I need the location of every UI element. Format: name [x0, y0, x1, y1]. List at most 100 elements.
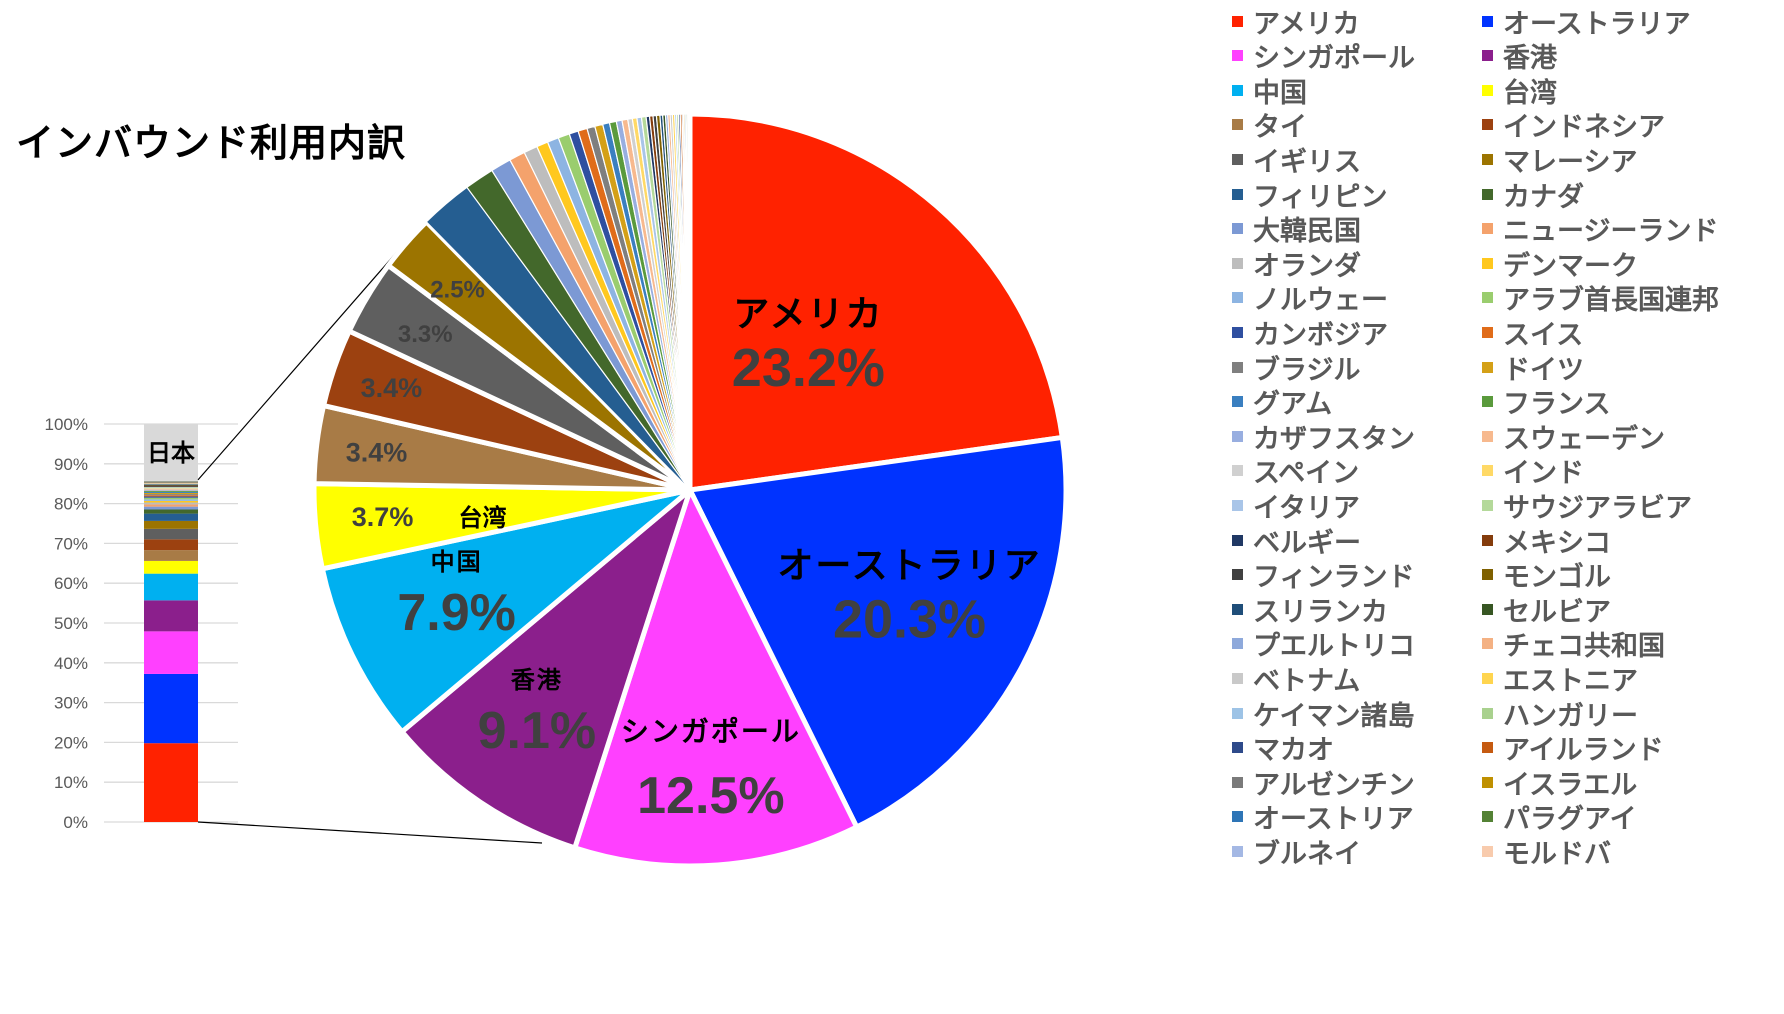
pie-value-label-item-6: 3.7% [352, 502, 414, 532]
legend-swatch [1232, 742, 1243, 754]
legend-label: アルゼンチン [1253, 769, 1415, 801]
bar-segment-item-3 [144, 631, 198, 674]
legend-label: 大韓民国 [1253, 216, 1361, 248]
legend-item: ベトナム [1232, 659, 1360, 697]
legend-swatch [1482, 811, 1493, 823]
y-tick-label: 40% [54, 654, 88, 673]
legend-swatch [1482, 776, 1493, 788]
legend-label: イギリス [1253, 146, 1361, 178]
legend-swatch [1232, 223, 1243, 235]
legend-item: ケイマン諸島 [1232, 694, 1414, 732]
legend-label: スリランカ [1253, 596, 1388, 628]
legend-swatch [1482, 15, 1493, 27]
legend-swatch [1232, 672, 1243, 684]
pie-name-label-item-4: 香港 [511, 666, 563, 694]
legend-label: ブラジル [1253, 354, 1361, 386]
legend-swatch [1482, 396, 1493, 408]
bar-segment-other-18 [144, 491, 198, 493]
stacked-bar-chart: 0% 10% 20% 30% 40% 50% 60% 70% 80% 90% 100% 日本 [45, 415, 238, 832]
legend-item: アメリカ [1232, 2, 1360, 40]
legend-swatch [1232, 396, 1243, 408]
bar-segment-other-6 [144, 509, 198, 514]
bar-segment-item-4 [144, 600, 198, 632]
pie-name-label-item-5: 中国 [431, 548, 483, 576]
legend-item: 大韓民国 [1232, 210, 1361, 248]
legend-label: スペイン [1253, 458, 1360, 490]
legend-label: アイルランド [1503, 735, 1664, 767]
legend-label: エストニア [1503, 665, 1638, 697]
legend-label: インド [1503, 458, 1584, 490]
legend-label: 香港 [1503, 43, 1557, 75]
legend-swatch [1232, 465, 1243, 477]
bar-segment-other-11 [144, 499, 198, 501]
legend-swatch [1482, 257, 1493, 269]
legend-label: フランス [1503, 389, 1611, 421]
legend-swatch [1232, 50, 1243, 62]
legend-label: セルビア [1503, 596, 1611, 628]
legend-item: ブルネイ [1232, 832, 1361, 870]
legend-item: インド [1482, 452, 1584, 490]
bar-segment-other-14 [144, 495, 198, 497]
legend-item: オーストリア [1232, 798, 1414, 836]
pie-name-label-item-2: オーストラリア [777, 545, 1041, 586]
legend-label: タイ [1253, 112, 1307, 144]
legend-label: アメリカ [1253, 8, 1360, 40]
legend-swatch [1232, 811, 1243, 823]
legend-swatch [1232, 845, 1243, 857]
legend-label: デンマーク [1503, 250, 1638, 282]
legend-item: スペイン [1232, 452, 1359, 490]
legend-item: ニュージーランド [1482, 210, 1718, 248]
legend-item: チェコ共和国 [1482, 625, 1665, 663]
y-tick-label: 50% [54, 614, 88, 633]
chart-title: インバウンド利用内訳 [16, 121, 407, 165]
bar-segment-other-2 [144, 539, 198, 551]
legend-label: マカオ [1253, 735, 1334, 767]
bar-segment-other-16 [144, 492, 198, 495]
legend-label: ドイツ [1503, 354, 1584, 386]
legend-item: タイ [1232, 106, 1307, 144]
legend-swatch [1232, 430, 1243, 442]
pie-value-label-item-4: 9.1% [478, 702, 597, 760]
legend-swatch [1482, 430, 1493, 442]
legend-item: フィンランド [1232, 556, 1414, 594]
pie-slice-item-50 [688, 113, 691, 491]
legend-swatch [1482, 569, 1493, 581]
legend-item: ベルギー [1232, 521, 1361, 559]
bar-segment-other-13 [144, 496, 198, 498]
legend-item: ドイツ [1482, 348, 1584, 386]
legend-swatch [1482, 119, 1493, 131]
legend-swatch [1232, 326, 1243, 338]
bar-segment-other-21 [144, 488, 198, 490]
legend-swatch [1232, 84, 1243, 96]
bar-segment-other-23 [144, 487, 198, 489]
legend-item: カナダ [1482, 175, 1584, 213]
legend-swatch [1232, 776, 1243, 788]
legend-swatch [1482, 292, 1493, 304]
connector-line-top [197, 236, 411, 481]
legend-label: サウジアラビア [1503, 492, 1692, 524]
legend-swatch [1232, 603, 1243, 615]
legend-item: 台湾 [1482, 71, 1557, 109]
legend-label: ベトナム [1253, 665, 1361, 697]
legend-swatch [1482, 465, 1493, 477]
legend-item: イタリア [1232, 486, 1360, 524]
legend-item: オランダ [1232, 244, 1361, 282]
legend-swatch [1232, 361, 1243, 373]
legend-item: ハンガリー [1482, 694, 1638, 732]
legend-item: 中国 [1232, 71, 1307, 109]
bar-segment-other-10 [144, 500, 198, 503]
pie-slice-item-2 [687, 434, 1069, 830]
legend-item: スウェーデン [1482, 417, 1665, 455]
legend-label: プエルトリコ [1253, 631, 1415, 663]
legend-item: スリランカ [1232, 590, 1388, 628]
legend-item: 香港 [1482, 37, 1557, 75]
legend-swatch [1482, 188, 1493, 200]
legend-swatch [1482, 638, 1493, 650]
legend-swatch [1232, 119, 1243, 131]
legend-swatch [1232, 257, 1243, 269]
legend-item: モンゴル [1482, 556, 1611, 594]
bar-segment-item-5 [144, 573, 198, 601]
legend-item: ノルウェー [1232, 279, 1388, 317]
